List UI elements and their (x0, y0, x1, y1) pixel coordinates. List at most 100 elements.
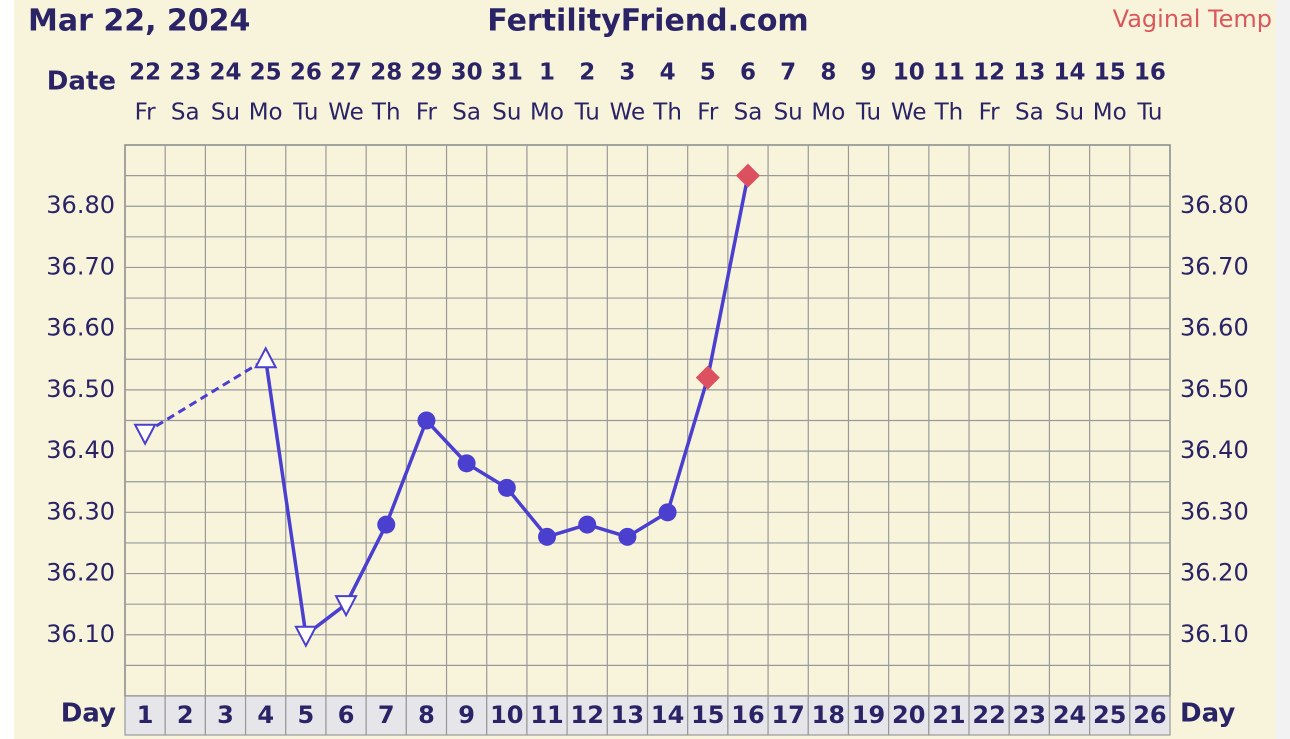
x-tick-label: 6 (338, 701, 355, 729)
weekday-label: Th (371, 100, 401, 126)
y-tick-label: 36.30 (46, 497, 115, 525)
date-label: 4 (660, 60, 676, 86)
date-label: 6 (740, 60, 756, 86)
day-cell (1089, 695, 1131, 736)
weekday-label: Tu (292, 100, 318, 126)
x-tick-label: 21 (932, 701, 965, 729)
temp-point (133, 423, 157, 446)
weekday-label: Fr (135, 100, 157, 126)
weekday-label: Mo (249, 100, 283, 126)
y-tick-label: 36.40 (46, 436, 115, 464)
background (14, 0, 1276, 739)
date-label: 25 (250, 60, 282, 86)
x-tick-label: 7 (378, 701, 395, 729)
date-label: 24 (209, 60, 241, 86)
x-tick-label: 15 (691, 701, 724, 729)
weekday-label: Fr (979, 100, 1001, 126)
day-cell (888, 695, 930, 736)
x-tick-label: 17 (771, 701, 804, 729)
day-cell (606, 695, 649, 736)
date-label: 2 (579, 60, 595, 86)
x-tick-label: 22 (972, 701, 1005, 729)
day-cell (727, 695, 769, 736)
date-label: 15 (1094, 60, 1126, 86)
legend-entry: Vaginal Temp (1113, 5, 1272, 33)
x-tick-label: 12 (571, 701, 604, 729)
y-tick-label-right: 36.30 (1180, 497, 1249, 525)
date-label: 26 (290, 60, 322, 86)
day-cell (445, 695, 488, 736)
date-label: 12 (973, 60, 1005, 86)
date-label: 5 (700, 60, 716, 86)
margin (1276, 0, 1290, 739)
day-cell (285, 695, 327, 736)
day-cell (124, 695, 166, 736)
date-label: 9 (861, 60, 877, 86)
x-tick-label: 4 (257, 701, 274, 729)
temp-point (294, 625, 318, 648)
weekday-label: Su (774, 100, 803, 126)
temp-point (695, 365, 720, 390)
day-cell (325, 695, 367, 736)
header-date: Mar 22, 2024 (28, 4, 250, 39)
date-label: 10 (893, 60, 925, 86)
y-tick-label-right: 36.80 (1180, 191, 1249, 219)
weekday-label: Sa (452, 100, 481, 126)
day-cell (847, 695, 890, 736)
weekday-label: We (328, 100, 364, 126)
weekday-label: We (610, 100, 646, 126)
x-tick-label: 9 (458, 701, 475, 729)
date-label: 8 (820, 60, 836, 86)
date-label: 22 (129, 60, 161, 86)
day-label-right: Day (1180, 699, 1235, 729)
weekday-label: Tu (1136, 100, 1162, 126)
x-tick-label: 10 (490, 701, 523, 729)
day-cell (526, 695, 568, 736)
date-label: 3 (619, 60, 635, 86)
date-label: 11 (933, 60, 965, 86)
weekday-label: Th (934, 100, 964, 126)
temp-point (735, 163, 760, 188)
x-tick-label: 18 (812, 701, 845, 729)
weekday-label: Sa (734, 100, 763, 126)
y-tick-label-right: 36.10 (1180, 620, 1249, 648)
temp-point (457, 454, 476, 473)
y-tick-label-right: 36.60 (1180, 314, 1249, 342)
weekday-label: Mo (1093, 100, 1127, 126)
y-tick-label-right: 36.40 (1180, 436, 1249, 464)
y-tick-label: 36.50 (46, 375, 115, 403)
temp-point (497, 478, 516, 497)
x-tick-label: 2 (177, 701, 194, 729)
x-tick-label: 5 (298, 701, 315, 729)
temp-point (377, 515, 396, 534)
x-tick-label: 19 (852, 701, 885, 729)
weekday-label: Fr (416, 100, 438, 126)
day-cell (244, 695, 287, 736)
date-label: 29 (410, 60, 442, 86)
date-label: Date (47, 67, 116, 97)
temp-point (334, 595, 358, 618)
y-tick-label: 36.80 (46, 191, 115, 219)
weekday-label: Th (652, 100, 682, 126)
temp-point (578, 515, 597, 534)
y-tick-label-right: 36.20 (1180, 559, 1249, 587)
date-label: 1 (539, 60, 555, 86)
weekday-label: Sa (1015, 100, 1044, 126)
weekday-label: Mo (811, 100, 845, 126)
y-tick-label: 36.10 (46, 620, 115, 648)
date-label: 28 (370, 60, 402, 86)
temp-point (417, 411, 436, 430)
day-cell (1129, 695, 1171, 736)
y-tick-label: 36.70 (46, 252, 115, 280)
date-label: 27 (330, 60, 362, 86)
x-tick-label: 16 (731, 701, 764, 729)
x-tick-label: 8 (418, 701, 435, 729)
day-label: Day (61, 699, 116, 729)
weekday-label: Su (1055, 100, 1084, 126)
weekday-label: Su (492, 100, 521, 126)
date-label: 23 (169, 60, 201, 86)
x-tick-label: 11 (530, 701, 563, 729)
temp-point (254, 346, 278, 369)
x-tick-label: 23 (1013, 701, 1046, 729)
